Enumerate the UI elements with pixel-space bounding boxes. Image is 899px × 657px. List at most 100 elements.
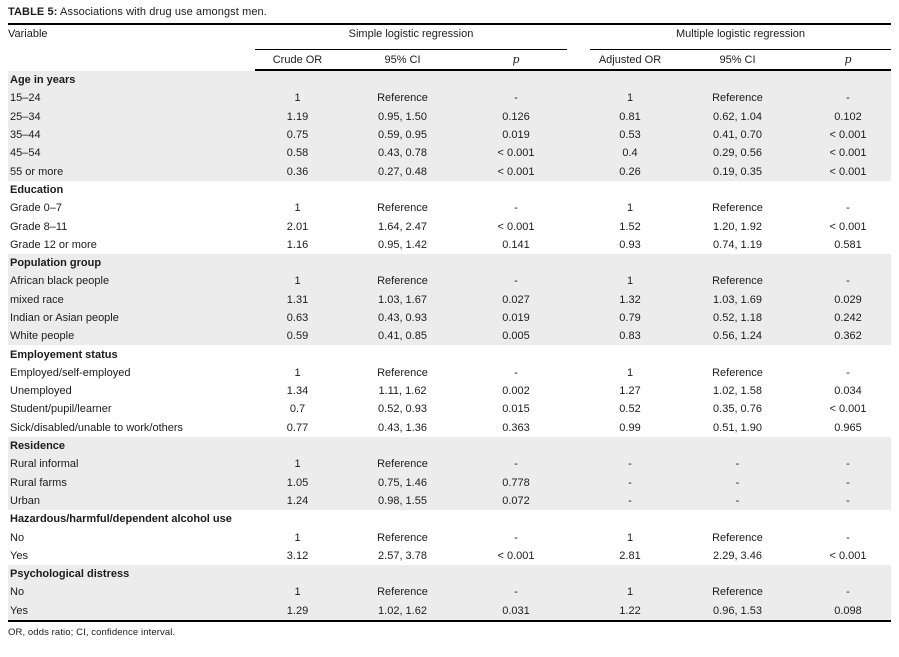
p-simple-cell: 0.363 bbox=[502, 421, 530, 434]
adjusted-or-cell: 0.4 bbox=[590, 144, 670, 163]
p-simple-cell: - bbox=[514, 202, 518, 215]
adjusted-or-cell: 0.83 bbox=[590, 327, 670, 346]
p-simple-cell: 0.015 bbox=[502, 403, 530, 416]
table-row: Grade 0–7 1 Reference - 1 Reference - bbox=[8, 199, 891, 217]
p-simple-cell: 0.005 bbox=[465, 327, 567, 346]
column-header-p-multiple: p bbox=[805, 49, 892, 71]
row-label: Student/pupil/learner bbox=[10, 403, 112, 416]
crude-or-cell: 1.05 bbox=[255, 473, 340, 492]
ci-simple-cell: 0.43, 0.93 bbox=[340, 308, 465, 328]
table-row: African black people 1 Reference -1 Referenc… bbox=[8, 272, 892, 291]
p-simple-cell: 0.027 bbox=[465, 290, 567, 309]
ci-multiple-cell: - bbox=[670, 473, 805, 492]
table-row: Rural farms 1.05 0.75, 1.46 0.778- - - bbox=[8, 473, 892, 492]
gap-cell bbox=[567, 125, 590, 145]
gap-cell bbox=[567, 308, 590, 328]
crude-or-cell: 0.59 bbox=[255, 327, 340, 346]
p-simple-cell: 0.778 bbox=[465, 473, 567, 492]
crude-or-cell: 1 bbox=[255, 583, 340, 602]
column-header-ci-simple: 95% CI bbox=[340, 49, 465, 71]
row-label: Grade 12 or more bbox=[10, 238, 97, 251]
ci-simple-cell: 0.27, 0.48 bbox=[340, 162, 465, 181]
row-label: Unemployed bbox=[10, 385, 72, 398]
section-title: Residence bbox=[8, 436, 892, 456]
adjusted-or-cell: 1 bbox=[590, 89, 670, 108]
table-row: 15–24 1 Reference -1 Reference - bbox=[8, 89, 892, 108]
table-row: Unemployed 1.34 1.11, 1.62 0.002 1.27 1.02, 1… bbox=[8, 382, 891, 400]
gap-cell bbox=[567, 473, 590, 492]
ci-simple-cell: 1.02, 1.62 bbox=[340, 601, 465, 621]
gap-cell bbox=[567, 528, 590, 546]
row-label: Urban bbox=[8, 491, 255, 511]
gap-cell bbox=[567, 491, 590, 511]
p-multiple-cell: 0.034 bbox=[834, 385, 862, 398]
p-multiple-cell: < 0.001 bbox=[805, 162, 892, 181]
column-header-crude-or: Crude OR bbox=[255, 49, 340, 71]
section-title: Employement status bbox=[10, 348, 118, 361]
row-label: 45–54 bbox=[8, 144, 255, 163]
ci-simple-cell: 0.75, 1.46 bbox=[340, 473, 465, 492]
gap-cell bbox=[567, 400, 590, 418]
table-row: Yes 1.29 1.02, 1.62 0.031 1.22 0.96, 1.53 0.09… bbox=[8, 601, 892, 621]
gap-cell bbox=[567, 364, 590, 382]
row-label: White people bbox=[8, 327, 255, 346]
row-label: 55 or more bbox=[8, 162, 255, 181]
row-label: 35–44 bbox=[8, 125, 255, 145]
ci-multiple-cell: 0.96, 1.53 bbox=[670, 601, 805, 621]
gap-cell bbox=[567, 290, 590, 309]
ci-multiple-cell: 1.02, 1.58 bbox=[713, 385, 762, 398]
adjusted-or-cell: 0.26 bbox=[590, 162, 670, 181]
crude-or-cell: 0.63 bbox=[255, 308, 340, 328]
gap-cell bbox=[567, 217, 590, 235]
p-multiple-cell: 0.242 bbox=[805, 308, 892, 328]
ci-multiple-cell: 1.20, 1.92 bbox=[713, 220, 762, 233]
row-label: Grade 8–11 bbox=[10, 220, 68, 233]
adjusted-or-cell: 1 bbox=[590, 272, 670, 291]
p-multiple-cell: - bbox=[805, 491, 892, 511]
adjusted-or-cell: 0.99 bbox=[619, 421, 641, 434]
p-multiple-cell: < 0.001 bbox=[805, 144, 892, 163]
section-header-row: Psychological distress bbox=[8, 565, 892, 584]
p-simple-cell: - bbox=[514, 531, 518, 544]
crude-or-cell: 1 bbox=[255, 455, 340, 474]
crude-or-cell: 1 bbox=[294, 202, 301, 215]
group-header-simple: Simple logistic regression bbox=[255, 24, 567, 50]
row-label: Indian or Asian people bbox=[8, 308, 255, 328]
regression-table: Variable Simple logistic regression Mult… bbox=[8, 23, 892, 622]
adjusted-or-cell: 1.27 bbox=[619, 385, 641, 398]
ci-multiple-cell: 0.56, 1.24 bbox=[670, 327, 805, 346]
section-header-row: Age in years bbox=[8, 70, 892, 90]
row-label: Yes bbox=[10, 549, 28, 562]
p-multiple-cell: < 0.001 bbox=[805, 125, 892, 145]
adjusted-or-cell: 1.52 bbox=[619, 220, 641, 233]
ci-simple-cell: 0.95, 1.42 bbox=[378, 238, 427, 251]
ci-multiple-cell: 2.29, 3.46 bbox=[713, 549, 762, 562]
table-footnote: OR, odds ratio; CI, confidence interval. bbox=[8, 626, 176, 638]
p-multiple-cell: - bbox=[805, 583, 892, 602]
ci-multiple-cell: Reference bbox=[670, 272, 805, 291]
row-label: Grade 0–7 bbox=[10, 202, 62, 215]
crude-or-cell: 0.75 bbox=[255, 125, 340, 145]
gap-cell bbox=[567, 162, 590, 181]
crude-or-cell: 1 bbox=[255, 272, 340, 291]
table-number: TABLE 5: bbox=[8, 6, 58, 18]
p-multiple-cell: - bbox=[846, 366, 850, 379]
table-row: Grade 8–11 2.01 1.64, 2.47 < 0.001 1.52 1.20,… bbox=[8, 217, 891, 235]
row-label: mixed race bbox=[8, 290, 255, 309]
section-header-row: Population group bbox=[8, 253, 892, 273]
row-label: Sick/disabled/unable to work/others bbox=[10, 421, 184, 434]
gap-cell bbox=[567, 199, 590, 217]
ci-simple-cell: 0.52, 0.93 bbox=[378, 403, 427, 416]
ci-simple-cell: 0.43, 0.78 bbox=[340, 144, 465, 163]
p-simple-cell: 0.072 bbox=[465, 491, 567, 511]
p-multiple-cell: 0.102 bbox=[805, 107, 892, 126]
adjusted-or-cell: 1.22 bbox=[590, 601, 670, 621]
p-multiple-cell: - bbox=[805, 455, 892, 474]
column-header-variable: Variable bbox=[8, 28, 48, 40]
row-label: 25–34 bbox=[8, 107, 255, 126]
crude-or-cell: 2.01 bbox=[286, 220, 309, 233]
ci-multiple-cell: - bbox=[670, 455, 805, 474]
p-multiple-cell: 0.029 bbox=[805, 290, 892, 309]
header-gap bbox=[567, 49, 590, 71]
gap-cell bbox=[567, 419, 590, 437]
